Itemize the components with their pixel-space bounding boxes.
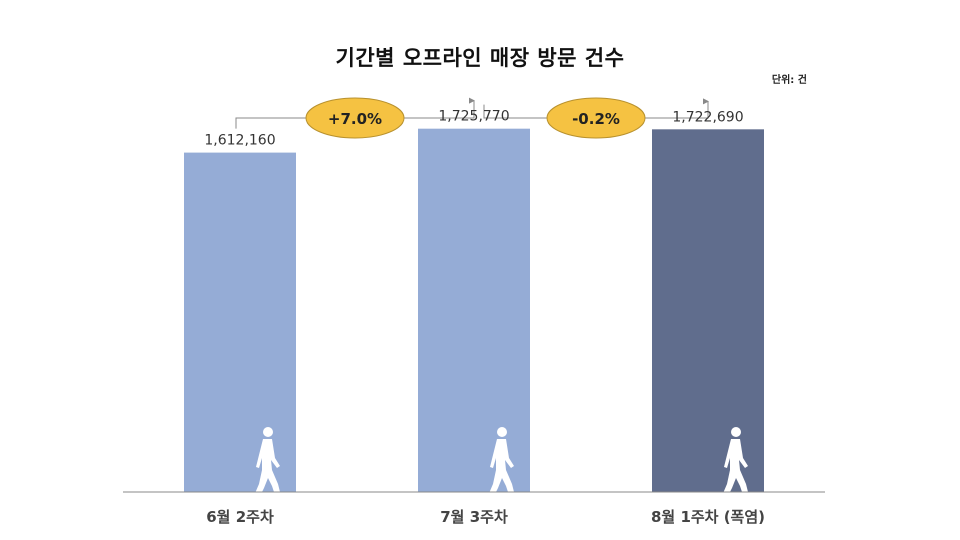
bar-value-label-1: 1,612,160 xyxy=(204,133,275,149)
change-badge-1 xyxy=(305,97,405,139)
change-badge-2 xyxy=(546,97,646,139)
bar-value-label-2: 1,725,770 xyxy=(438,109,509,125)
bar-3 xyxy=(652,129,764,492)
bar-1 xyxy=(184,152,296,492)
bar-2 xyxy=(418,128,530,492)
category-label-1: 6월 2주차 xyxy=(206,508,274,526)
chart-title: 기간별 오프라인 매장 방문 건수 xyxy=(335,46,625,70)
bar-value-label-3: 1,722,690 xyxy=(672,109,743,125)
change-badge-label-1: +7.0% xyxy=(328,110,382,128)
unit-label: 단위: 건 xyxy=(771,75,807,86)
change-badge-label-2: -0.2% xyxy=(572,110,620,128)
category-label-2: 7월 3주차 xyxy=(440,508,508,526)
category-label-3: 8월 1주차 (폭염) xyxy=(651,508,765,526)
